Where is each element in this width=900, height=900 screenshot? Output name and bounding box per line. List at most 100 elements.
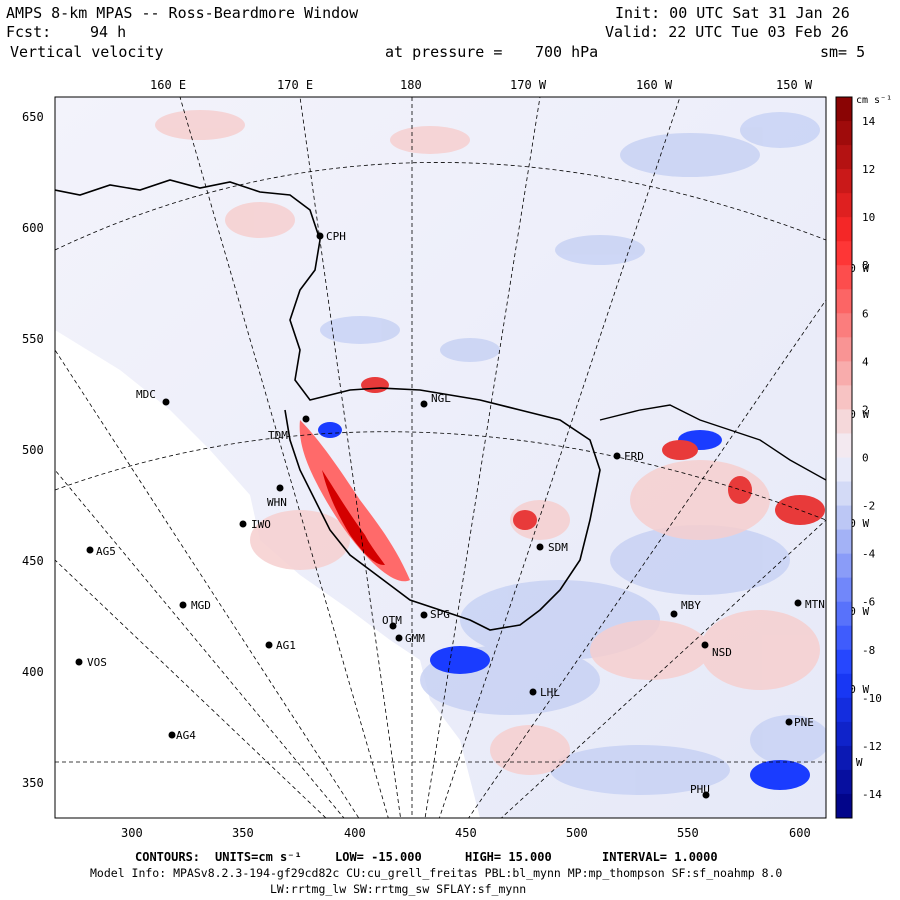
station-label: FRD [624,450,644,463]
pressure-value: 700 hPa [535,43,599,61]
station-label: OTM [382,614,402,627]
inner-lon-labels: 140 W 130 W 120 W 110 W 100 W 90 W [836,262,869,769]
left-tick-label: 650 [22,110,44,124]
colorbar-unit: cm s⁻¹ [856,95,892,106]
station-label: MBY [681,599,701,612]
colorbar-segment [836,313,852,338]
pressure-label: at pressure = [385,43,503,61]
station-dot [702,791,710,799]
outside-domain [55,330,480,818]
strong-downdraft-spots [318,422,810,790]
colorbar-tick-label: 14 [862,115,876,128]
colorbar-segment [836,361,852,386]
station-dot [529,688,537,696]
station-dot [162,398,170,406]
top-tick-label: 160 E [150,78,187,92]
station-dot [389,622,397,630]
station-label: GMM [405,632,425,645]
colorbar-segment [836,721,852,747]
contours-high: HIGH= 15.000 [465,850,552,864]
station-dot [670,610,678,618]
colorbar-tick-label: 12 [862,163,875,176]
strong-updraft-band [299,420,410,582]
station-label: MDC [136,388,156,401]
colorbar-tick-label: 8 [862,259,869,272]
bottom-tick-label: 600 [789,826,811,840]
updraft-spots [361,377,825,530]
graticule [55,97,826,818]
top-tick-label: 150 W [776,78,813,92]
top-tick-label: 180 [400,78,422,92]
colorbar-segment [836,169,852,194]
station-dot [785,718,793,726]
station-dot [276,484,284,492]
station-label: CPH [326,230,346,243]
station-dot [420,400,428,408]
map-frame [54,96,827,819]
contours-units: UNITS=cm s⁻¹ [215,850,302,864]
model-info-line2: LW:rrtmg_lw SW:rrtmg_sw SFLAY:sf_mynn [270,882,527,896]
forecast-label: Fcst: [6,23,52,41]
station-dot [316,232,324,240]
left-tick-label: 350 [22,776,44,790]
station-label: SPG [430,608,450,621]
left-tick-label: 550 [22,332,44,346]
contours-low: LOW= -15.000 [335,850,422,864]
station-label: PHU [690,783,710,796]
colorbar-tick-label: -2 [862,500,875,513]
lon-label: 90 W [836,756,863,769]
station-label: LHL [540,686,560,699]
colorbar-segment [836,409,852,434]
station-dot [239,520,247,528]
colorbar-segment [836,385,852,410]
map-background [55,97,826,818]
contours-interval: INTERVAL= 1.0000 [602,850,718,864]
colorbar-labels: 14 12 10 8 6 4 2 0 -2 -4 -6 -8 -10 -12 -14 [862,115,882,801]
station-dot [794,599,802,607]
colorbar-segment [836,673,852,699]
station-label: IWO [251,518,271,531]
colorbar-tick-label: 6 [862,307,869,320]
field-name: Vertical velocity [10,43,164,61]
station-dot [75,658,83,666]
colorbar-tick-label: -12 [862,740,882,753]
station-label: NGL [431,392,451,405]
colorbar-segment [836,217,852,242]
bottom-tick-label: 300 [121,826,143,840]
station-dot [613,452,621,460]
lon-label: 100 W [836,683,869,696]
colorbar-segment [836,265,852,290]
station-label: WHN [267,496,287,509]
colorbar-frame [835,96,853,819]
station-label: MGD [191,599,211,612]
contours-label: CONTOURS: [135,850,201,864]
colorbar-tick-label: 0 [862,452,869,465]
bottom-tick-label: 350 [232,826,254,840]
bottom-tick-label: 500 [566,826,588,840]
valid-time: Valid: 22 UTC Tue 03 Feb 26 [605,23,849,41]
model-info: Model Info: MPASv8.2.3-194-gf29cd82c CU:… [90,866,783,880]
station-label: MTN [805,598,825,611]
model-title: AMPS 8-km MPAS -- Ross-Beardmore Window [6,4,359,22]
station-dot [86,546,94,554]
station-dot [701,641,709,649]
colorbar-segment [836,505,852,531]
colorbar-segment [836,745,852,771]
colorbar-tick-label: 4 [862,355,869,368]
colorbar-segment [836,529,852,555]
station-label: AG5 [96,545,116,558]
colorbar-segment [836,625,852,651]
top-tick-label: 170 E [277,78,314,92]
colorbar-segment [836,577,852,603]
weak-updraft-patches [155,110,820,775]
station-dot [395,634,403,642]
top-tick-label: 160 W [636,78,673,92]
colorbar-segment [836,193,852,218]
colorbar-tick-label: 10 [862,211,875,224]
colorbar-segment [836,433,852,458]
colorbar-tick-label: -4 [862,548,876,561]
colorbar [836,97,852,819]
station-label: TDM [268,429,288,442]
colorbar-tick-label: -10 [862,692,882,705]
lon-label: 120 W [836,517,869,530]
